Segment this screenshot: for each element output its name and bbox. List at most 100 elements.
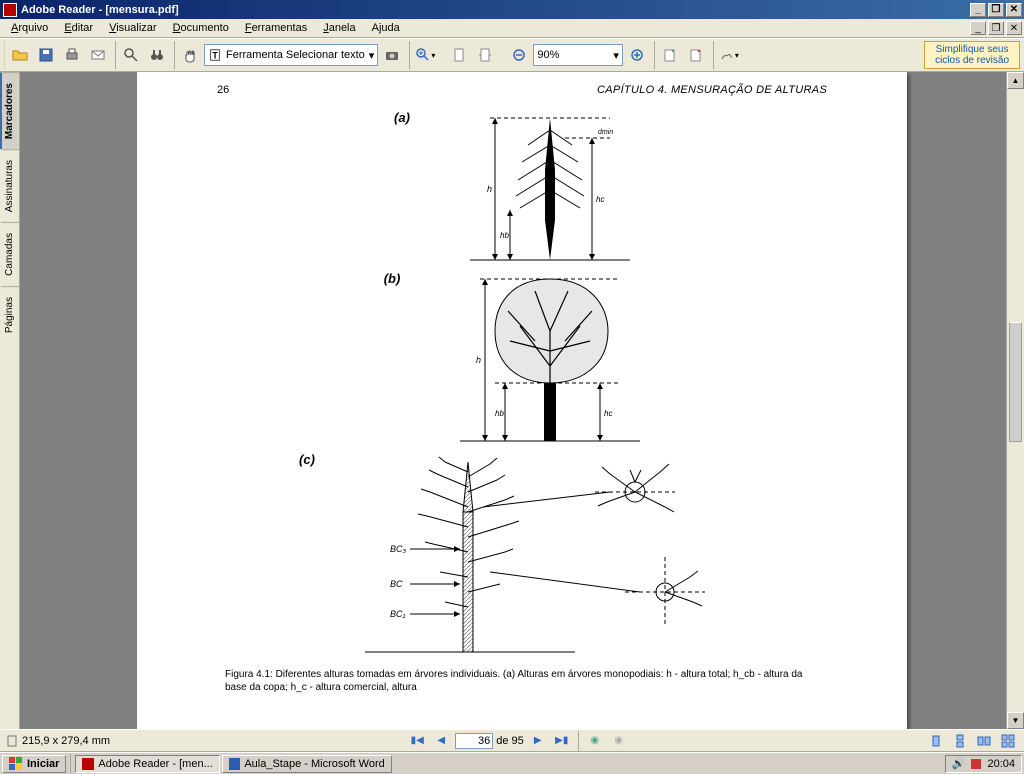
save-icon[interactable]: [34, 43, 58, 67]
tb-group-review: [654, 41, 711, 69]
svg-text:h: h: [487, 184, 492, 194]
figure-a-label: (a): [394, 110, 410, 125]
vertical-scrollbar[interactable]: ▲ ▼: [1006, 72, 1024, 729]
scroll-up-button[interactable]: ▲: [1007, 72, 1024, 89]
menu-janela[interactable]: Janela: [316, 21, 362, 35]
zoom-in-icon[interactable]: ▾: [413, 43, 437, 67]
page-dimensions: 215,9 x 279,4 mm: [6, 735, 110, 747]
tab-assinaturas[interactable]: Assinaturas: [0, 149, 19, 222]
zoom-in2-icon[interactable]: [625, 43, 649, 67]
binoculars-icon[interactable]: [145, 43, 169, 67]
review-send-icon[interactable]: [658, 43, 682, 67]
scroll-thumb[interactable]: [1009, 322, 1022, 442]
figure-b-svg: h hb hc: [440, 271, 660, 446]
zoom-input[interactable]: [537, 49, 609, 61]
review-receive-icon[interactable]: [684, 43, 708, 67]
promo-banner[interactable]: Simplifique seus ciclos de revisão: [924, 41, 1020, 69]
scroll-down-button[interactable]: ▼: [1007, 712, 1024, 729]
prev-page-button[interactable]: ◀: [431, 732, 451, 750]
print-icon[interactable]: [60, 43, 84, 67]
figure-b-label: (b): [384, 271, 401, 286]
tray-volume-icon[interactable]: 🔊: [952, 757, 966, 770]
chapter-heading: CAPÍTULO 4. MENSURAÇÃO DE ALTURAS: [597, 84, 827, 96]
document-area: 26 CAPÍTULO 4. MENSURAÇÃO DE ALTURAS (a): [20, 72, 1024, 729]
page-sep: de: [496, 735, 508, 747]
hand-tool-icon[interactable]: [178, 43, 202, 67]
minimize-button[interactable]: _: [970, 3, 986, 17]
system-tray[interactable]: 🔊 20:04: [945, 755, 1022, 773]
menu-ferramentas[interactable]: Ferramentas: [238, 21, 314, 35]
search-icon[interactable]: [119, 43, 143, 67]
svg-text:T: T: [212, 51, 218, 61]
taskbar-task-adobe[interactable]: Adobe Reader - [men...: [75, 755, 219, 773]
view-modes: [926, 732, 1018, 750]
pdf-page: 26 CAPÍTULO 4. MENSURAÇÃO DE ALTURAS (a): [137, 72, 907, 729]
svg-text:h: h: [476, 355, 481, 365]
maximize-button[interactable]: ❐: [988, 3, 1004, 17]
tb-group-zoom: ▾ ▾: [409, 41, 652, 69]
text-select-label: Ferramenta Selecionar texto: [226, 49, 365, 61]
figure-c-label: (c): [299, 452, 315, 467]
single-page-icon[interactable]: [926, 732, 946, 750]
tab-camadas[interactable]: Camadas: [0, 222, 19, 286]
text-select-tool[interactable]: T Ferramenta Selecionar texto ▾: [204, 44, 378, 66]
facing-page-icon[interactable]: [974, 732, 994, 750]
mdi-minimize-button[interactable]: _: [970, 21, 986, 35]
first-page-button[interactable]: ▮◀: [407, 732, 427, 750]
zoom-combobox[interactable]: ▾: [533, 44, 623, 66]
email-icon[interactable]: [86, 43, 110, 67]
svg-text:hc: hc: [596, 195, 604, 204]
figure-b: (b) h: [197, 271, 847, 446]
page-current-input[interactable]: [455, 733, 493, 749]
menu-documento[interactable]: Documento: [166, 21, 236, 35]
mdi-restore-button[interactable]: ❐: [988, 21, 1004, 35]
continuous-page-icon[interactable]: [950, 732, 970, 750]
zoom-out-icon[interactable]: [507, 43, 531, 67]
app-icon: [3, 3, 17, 17]
start-button[interactable]: Iniciar: [2, 755, 66, 773]
snapshot-icon[interactable]: [380, 43, 404, 67]
fit-width-icon[interactable]: [473, 43, 497, 67]
text-cursor-icon: T: [208, 48, 222, 62]
running-head: 26 CAPÍTULO 4. MENSURAÇÃO DE ALTURAS: [197, 80, 847, 106]
page-indicator: de 95: [455, 733, 524, 749]
figure-c: (c) BC₃: [197, 452, 847, 662]
figure-c-svg: BC₃ BC BC₁: [355, 452, 745, 662]
continuous-facing-icon[interactable]: [998, 732, 1018, 750]
tab-paginas[interactable]: Páginas: [0, 286, 19, 343]
sign-icon[interactable]: ▾: [717, 43, 741, 67]
menu-arquivo[interactable]: Arquivo: [4, 21, 55, 35]
chevron-down-icon: ▾: [369, 49, 375, 62]
page-navigation: ▮◀ ◀ de 95 ▶ ▶▮ ◉ ◉: [407, 731, 629, 751]
close-button[interactable]: ✕: [1006, 3, 1022, 17]
figure-a: (a): [197, 110, 847, 265]
tab-marcadores[interactable]: Marcadores: [0, 72, 19, 149]
open-icon[interactable]: [8, 43, 32, 67]
svg-text:dmin: dmin: [598, 129, 613, 136]
menu-editar[interactable]: Editar: [57, 21, 100, 35]
next-page-button[interactable]: ▶: [528, 732, 548, 750]
svg-text:hc: hc: [604, 409, 612, 418]
tb-group-file: [4, 41, 113, 69]
menu-bar: Arquivo Editar Visualizar Documento Ferr…: [0, 19, 1024, 38]
tray-network-icon[interactable]: [971, 759, 981, 769]
workspace: Marcadores Assinaturas Camadas Páginas 2…: [0, 72, 1024, 729]
menu-visualizar[interactable]: Visualizar: [102, 21, 164, 35]
toolbar: T Ferramenta Selecionar texto ▾ ▾ ▾ ▾ Si…: [0, 38, 1024, 72]
back-view-button[interactable]: ◉: [585, 732, 605, 750]
side-tabs: Marcadores Assinaturas Camadas Páginas: [0, 72, 20, 729]
page-dimensions-label: 215,9 x 279,4 mm: [22, 735, 110, 747]
svg-text:BC₃: BC₃: [390, 544, 407, 554]
forward-view-button[interactable]: ◉: [609, 732, 629, 750]
promo-line2: ciclos de revisão: [935, 55, 1009, 66]
fit-page-icon[interactable]: [447, 43, 471, 67]
taskbar-task-word[interactable]: Aula_Stape - Microsoft Word: [222, 755, 392, 773]
chevron-down-icon: ▾: [613, 49, 619, 62]
taskbar: Iniciar Adobe Reader - [men... Aula_Stap…: [0, 752, 1024, 774]
window-title: Adobe Reader - [mensura.pdf]: [21, 4, 970, 16]
mdi-close-button[interactable]: ✕: [1006, 21, 1022, 35]
menu-ajuda[interactable]: Ajuda: [365, 21, 407, 35]
figure-a-svg: h hb hc dmin: [450, 110, 650, 265]
title-bar: Adobe Reader - [mensura.pdf] _ ❐ ✕: [0, 0, 1024, 19]
last-page-button[interactable]: ▶▮: [552, 732, 572, 750]
